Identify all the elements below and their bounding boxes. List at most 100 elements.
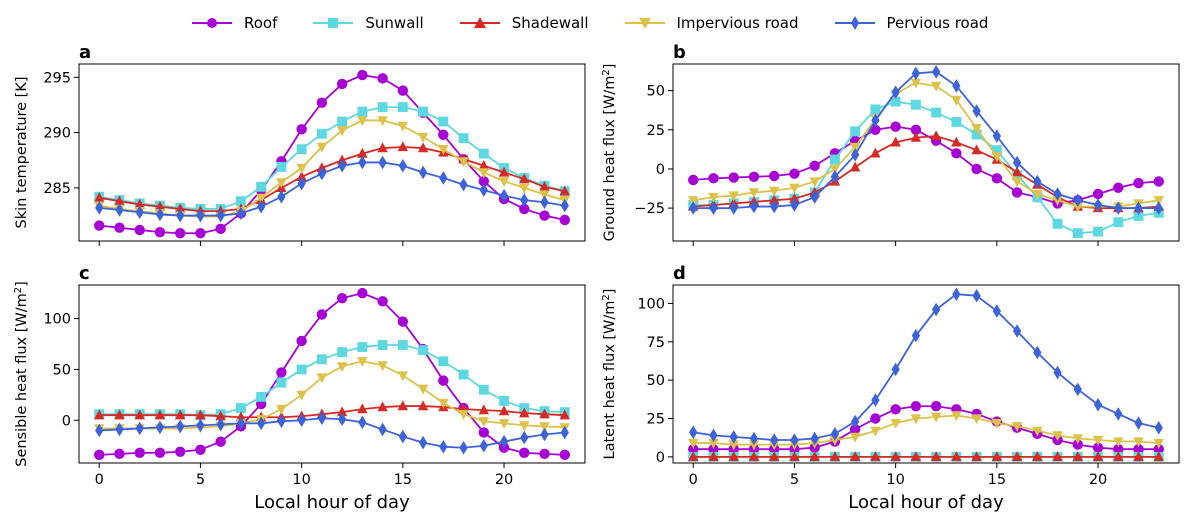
data-point-roof [114,222,125,233]
data-point-roof [296,335,307,347]
panel-letter: c [79,263,90,284]
data-point-sunwall [276,161,287,172]
data-point-shadewall [357,403,368,414]
data-point-sunwall [438,356,449,367]
data-point-pervious-road [871,113,880,128]
data-point-shadewall [910,131,922,142]
data-point-shadewall [870,451,881,462]
data-point-pervious-road [810,431,819,446]
series-sunwall [94,340,570,421]
data-point-shadewall [829,451,841,462]
data-point-pervious-road [277,414,286,429]
series-line-roof [99,74,565,235]
data-point-impervious-road [1011,422,1023,432]
data-point-impervious-road [1092,435,1104,446]
data-point-pervious-road [972,288,981,303]
data-point-impervious-road [930,81,942,92]
data-point-impervious-road [1113,437,1124,448]
data-point-pervious-road [1134,201,1143,215]
axes-frame [78,63,586,242]
data-point-roof [357,287,368,299]
data-point-sunwall [296,144,307,155]
data-point-impervious-road [910,414,922,425]
data-point-impervious-road [397,371,409,382]
data-point-impervious-road [296,390,307,401]
data-point-shadewall [235,411,247,422]
y-axis-title: Sensible heat flux [W/m2] [13,281,31,467]
data-point-impervious-road [357,116,368,127]
data-point-impervious-road [971,414,982,425]
y-tick-label: 50 [647,84,665,100]
legend-marker-roof [192,18,232,28]
series-roof [688,401,1164,455]
data-point-sunwall [316,354,327,365]
x-tick-label: 10 [292,472,310,488]
legend-label-impervious-road: Impervious road [676,14,799,32]
data-point-pervious-road [216,417,225,432]
data-point-pervious-road [418,435,428,450]
legend: Roof Sunwall Shadewall Impervious road P… [190,8,1022,38]
data-point-pervious-road [499,434,509,449]
data-point-pervious-road [459,177,468,192]
data-point-impervious-road [1011,177,1023,188]
x-tick-label: 20 [1089,472,1107,488]
data-point-roof [195,228,206,239]
data-point-roof [478,176,489,187]
data-point-pervious-road [1073,382,1082,397]
data-point-pervious-road [931,65,941,79]
y-tick-label: 50 [53,362,71,378]
y-axis-title: Latent heat flux [W/m2] [601,289,619,460]
axes-frame [672,63,1180,242]
series-impervious-road [688,411,1164,451]
data-point-impervious-road [417,384,429,395]
data-point-impervious-road [930,412,942,423]
data-point-impervious-road [417,132,429,143]
series-line-impervious-road [99,360,565,430]
data-point-impervious-road [789,183,800,194]
data-point-pervious-road [891,362,900,377]
data-point-pervious-road [520,193,529,207]
data-point-impervious-road [357,357,368,368]
data-point-impervious-road [1032,189,1043,200]
data-point-impervious-road [991,152,1003,163]
data-point-pervious-road [297,176,306,191]
data-point-roof [890,404,901,415]
data-point-shadewall [215,410,226,421]
data-point-sunwall [1113,217,1124,228]
data-point-shadewall [748,451,760,462]
data-point-impervious-road [688,196,699,206]
axes-frame [672,284,1180,464]
data-point-shadewall [809,451,820,462]
y-tick-label: 0 [656,162,665,178]
data-point-roof [769,170,780,182]
data-point-pervious-road [540,195,549,210]
data-point-pervious-road [418,165,428,180]
data-point-impervious-road [478,417,489,428]
data-point-impervious-road [255,193,267,204]
data-point-pervious-road [1154,201,1163,215]
data-point-pervious-road [709,428,718,443]
data-point-pervious-road [992,129,1001,143]
data-point-shadewall [789,192,800,203]
series-shadewall [688,130,1164,213]
data-point-pervious-road [810,190,819,204]
data-point-roof [1072,439,1084,450]
data-point-roof [688,443,699,455]
data-point-pervious-road [257,199,266,214]
data-point-roof [195,444,206,455]
data-point-shadewall [417,142,429,153]
data-point-pervious-road [851,148,860,162]
series-pervious-road [95,411,569,455]
x-tick-label: 5 [790,472,799,488]
series-sunwall [94,102,570,214]
data-point-impervious-road [951,411,962,422]
data-point-roof [397,316,409,327]
data-point-impervious-road [1052,196,1063,206]
data-point-roof [910,124,922,135]
data-point-shadewall [930,451,942,462]
data-point-impervious-road [1052,431,1063,442]
data-point-impervious-road [377,116,388,127]
data-point-impervious-road [951,95,962,106]
legend-marker-sunwall [313,18,354,28]
data-point-sunwall [478,384,489,395]
